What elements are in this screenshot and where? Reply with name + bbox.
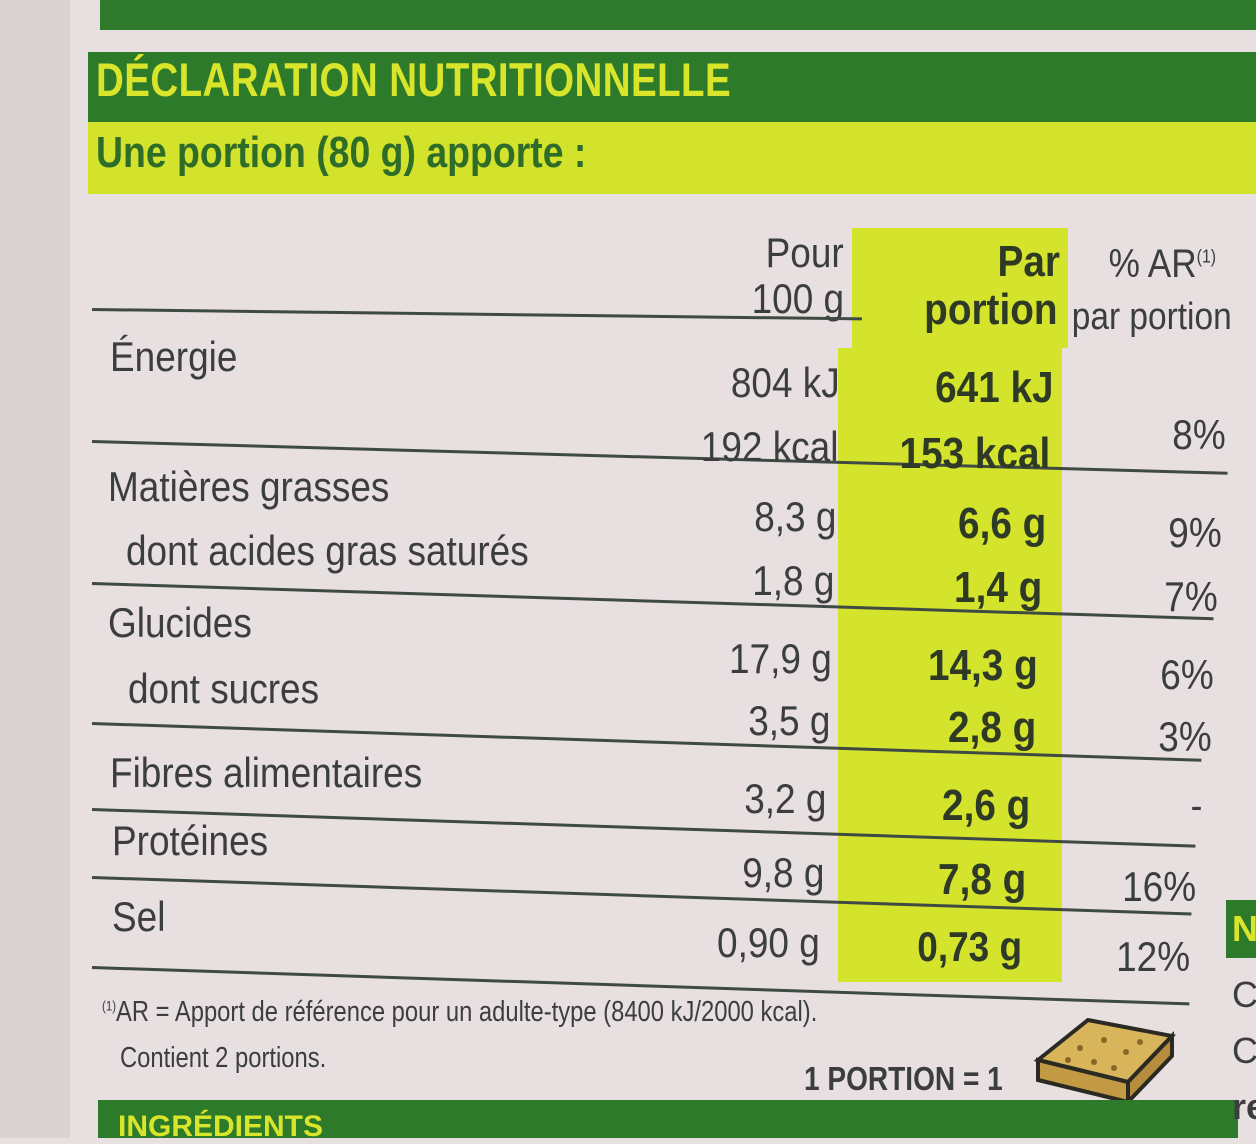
salt-per100: 0,90 g xyxy=(717,919,820,966)
side-fragment-4: re xyxy=(1232,1086,1256,1127)
col-ar-footnote-mark: (1) xyxy=(1196,246,1216,267)
fibre-ar: - xyxy=(1190,784,1202,828)
fat-portion: 6,6 g xyxy=(957,499,1046,548)
portion-column-highlight xyxy=(838,348,1062,982)
fibre-portion: 2,6 g xyxy=(941,781,1030,830)
biscuit-icon xyxy=(1033,1017,1176,1106)
energy-ar: 8% xyxy=(1172,411,1226,458)
portion-column-highlight-head xyxy=(852,228,1068,348)
sugars-per100: 3,5 g xyxy=(747,697,830,744)
fat-per100: 8,3 g xyxy=(753,493,836,540)
col-ar-line1: % AR(1) xyxy=(1109,244,1216,284)
left-package-edge xyxy=(0,0,70,1138)
col-portion-line1: Par xyxy=(997,237,1060,286)
carbs-label: Glucides xyxy=(108,599,252,646)
salt-portion: 0,73 g xyxy=(917,923,1022,970)
footnote-mark: (1) xyxy=(102,997,117,1014)
fibre-per100: 3,2 g xyxy=(743,775,826,822)
footnote-text: AR = Apport de référence pour un adulte-… xyxy=(116,996,818,1028)
side-fragment-3: C xyxy=(1232,1030,1256,1071)
saturated-label: dont acides gras saturés xyxy=(126,527,529,574)
side-badge xyxy=(1226,900,1256,958)
salt-ar: 12% xyxy=(1116,933,1190,980)
energy-label: Énergie xyxy=(110,333,238,380)
side-fragment-1: N xyxy=(1232,908,1256,949)
col-portion-line2: portion xyxy=(924,285,1058,334)
side-fragment-2: C xyxy=(1232,974,1256,1015)
fibre-label: Fibres alimentaires xyxy=(110,749,423,796)
carbs-per100: 17,9 g xyxy=(729,635,832,682)
saturated-portion: 1,4 g xyxy=(953,563,1042,612)
fat-label: Matières grasses xyxy=(108,463,390,510)
footnote-line1: (1)AR = Apport de référence pour un adul… xyxy=(102,996,817,1029)
top-green-band xyxy=(100,0,1256,30)
col-ar-label: % AR xyxy=(1108,242,1197,286)
energy-per100-kcal: 192 kcal xyxy=(700,423,838,470)
protein-per100: 9,8 g xyxy=(741,849,824,896)
protein-portion: 7,8 g xyxy=(937,855,1026,904)
sugars-portion: 2,8 g xyxy=(947,703,1036,752)
energy-portion-kj: 641 kJ xyxy=(935,363,1054,412)
fat-ar: 9% xyxy=(1168,509,1222,556)
energy-per100-kj: 804 kJ xyxy=(731,359,840,406)
ingredients-band xyxy=(98,1100,1238,1138)
col-per100-line2: 100 g xyxy=(751,275,844,322)
col-ar-line2: par portion xyxy=(1072,296,1232,338)
ingredients-header: INGRÉDIENTS xyxy=(118,1110,324,1143)
saturated-ar: 7% xyxy=(1164,573,1218,620)
energy-portion-kcal: 153 kcal xyxy=(899,429,1050,478)
carbs-portion: 14,3 g xyxy=(928,641,1038,690)
portion-subtitle: Une portion (80 g) apporte : xyxy=(96,128,587,177)
subtitle-band xyxy=(88,122,1256,194)
protein-ar: 16% xyxy=(1122,863,1196,910)
carbs-ar: 6% xyxy=(1160,651,1214,698)
portion-equals-label: 1 PORTION = 1 xyxy=(804,1060,1003,1097)
sugars-label: dont sucres xyxy=(128,665,320,712)
saturated-per100: 1,8 g xyxy=(751,557,834,604)
col-per100-line1: Pour xyxy=(765,229,844,276)
footnote-line2: Contient 2 portions. xyxy=(120,1042,327,1074)
protein-label: Protéines xyxy=(112,817,269,864)
sugars-ar: 3% xyxy=(1158,713,1212,760)
nutrition-title: DÉCLARATION NUTRITIONNELLE xyxy=(96,53,732,106)
header-divider xyxy=(91,308,862,321)
salt-label: Sel xyxy=(112,893,166,940)
